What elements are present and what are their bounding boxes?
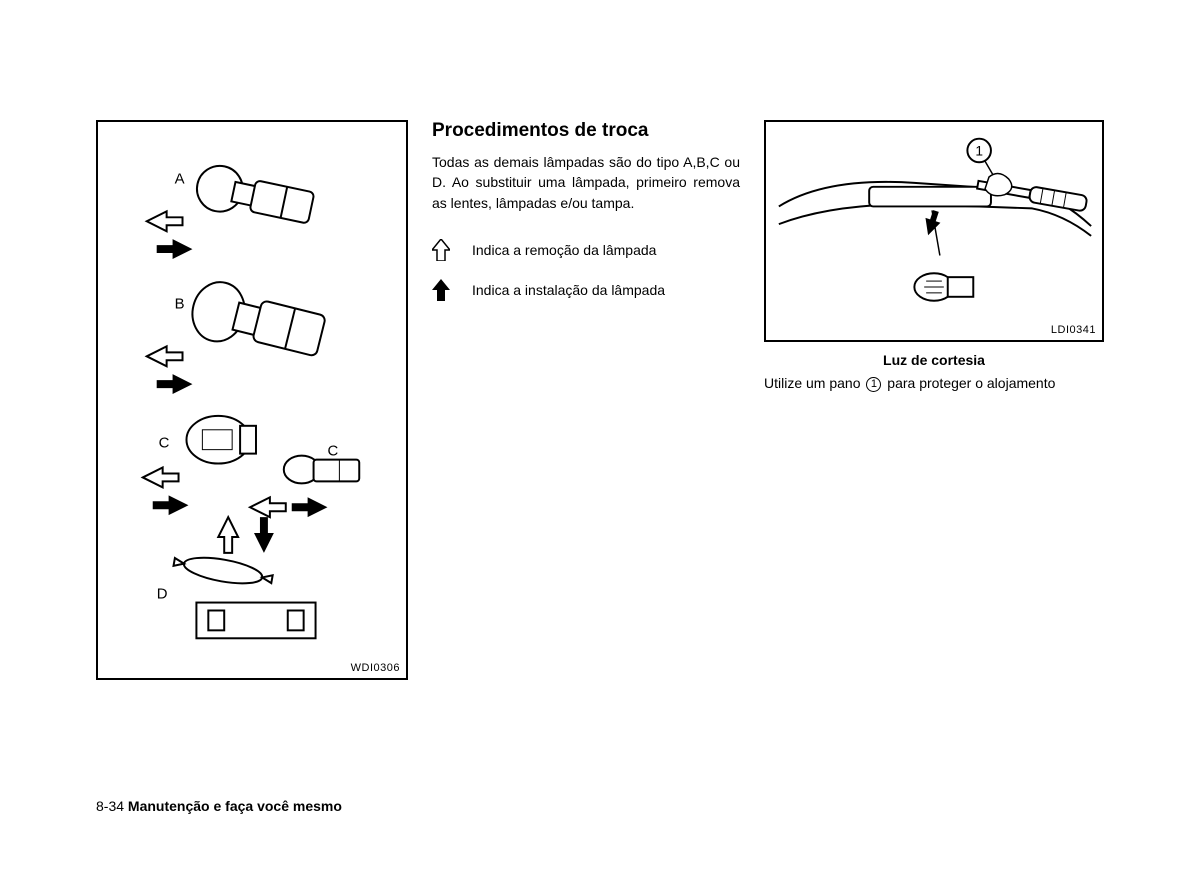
legend-remove-text: Indica a remoção da lâmpada [472,242,656,258]
legend-install: Indica a instalação da lâmpada [432,279,740,301]
page-number: 8-34 [96,798,124,814]
section-heading: Procedimentos de troca [432,120,740,142]
arrows-d [218,517,274,553]
figure-bulb-types: A B [96,120,408,680]
figure-code-right: LDI0341 [1051,324,1096,336]
legend-install-text: Indica a instalação da lâmpada [472,282,665,298]
legend-remove: Indica a remoção da lâmpada [432,239,740,261]
label-b: B [175,297,185,313]
label-c2: C [327,444,338,460]
courtesy-light-svg: 1 [766,122,1102,340]
callout-number: 1 [975,143,983,158]
section-name: Manutenção e faça você mesmo [128,798,342,814]
bulb-types-svg: A B [98,122,410,678]
figure-caption-right: Luz de cortesia [764,352,1104,368]
label-c1: C [159,436,170,452]
circled-one: 1 [866,377,881,392]
arrow-remove-icon [432,239,450,261]
figure-code-left: WDI0306 [351,662,400,674]
label-a: A [175,172,185,188]
subtext-pre: Utilize um pano [764,375,864,391]
courtesy-light-instruction: Utilize um pano 1 para proteger o alojam… [764,375,1104,392]
subtext-post: para proteger o alojamento [883,375,1055,391]
arrows-c2 [250,497,327,517]
arrows-b [147,346,193,394]
page-footer: 8-34 Manutenção e faça você mesmo [96,798,342,814]
arrow-install-icon [432,279,450,301]
label-d: D [157,587,168,603]
figure-courtesy-light: 1 [764,120,1104,342]
intro-paragraph: Todas as demais lâmpadas são do tipo A,B… [432,152,740,213]
arrows-c1 [143,468,189,516]
arrows-a [147,211,193,259]
